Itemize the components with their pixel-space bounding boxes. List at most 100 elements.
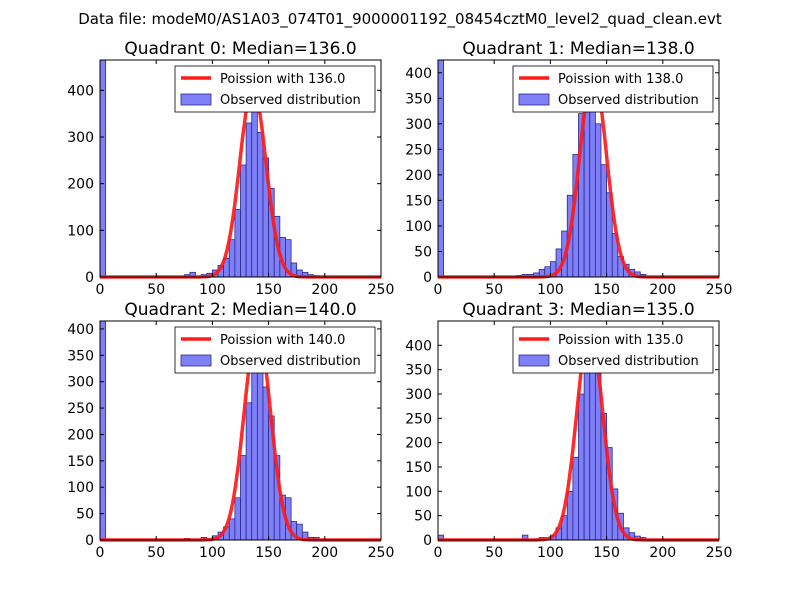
histogram-bar xyxy=(245,402,253,541)
legend-label-poisson: Poission with 136.0 xyxy=(220,72,345,87)
y-tick-label: 150 xyxy=(405,193,432,209)
histogram-bar xyxy=(228,518,236,541)
legend-bar-swatch xyxy=(180,93,212,106)
legend-label-poisson: Poission with 140.0 xyxy=(220,333,345,348)
histogram-bar xyxy=(240,164,247,278)
x-tick-label: 50 xyxy=(485,282,503,298)
y-tick-label: 400 xyxy=(67,83,94,99)
y-tick-label: 250 xyxy=(405,411,432,427)
y-tick-label: 300 xyxy=(405,117,432,133)
histogram-bar xyxy=(234,208,241,278)
histogram-bar xyxy=(251,344,258,541)
x-tick-label: 200 xyxy=(311,545,338,561)
x-tick-label: 150 xyxy=(593,282,620,298)
x-tick-label: 200 xyxy=(649,545,676,561)
histogram-bar xyxy=(572,456,579,541)
legend-bar-swatch xyxy=(518,93,550,106)
y-tick-label: 0 xyxy=(423,270,432,286)
y-tick-label: 300 xyxy=(67,375,94,391)
histogram-bar xyxy=(437,59,445,278)
axes-frame xyxy=(99,59,382,278)
x-tick-label: 0 xyxy=(434,282,443,298)
x-tick-label: 250 xyxy=(368,545,395,561)
x-tick-label: 100 xyxy=(199,545,226,561)
y-tick-label: 350 xyxy=(67,348,94,364)
y-tick-label: 300 xyxy=(67,130,94,146)
legend-label-observed: Observed distribution xyxy=(558,93,699,108)
histogram-bar xyxy=(99,59,107,278)
histogram-bar xyxy=(600,164,607,278)
y-tick-label: 250 xyxy=(405,142,432,158)
y-tick-label: 50 xyxy=(414,509,432,525)
x-tick-label: 150 xyxy=(255,545,282,561)
axes-frame xyxy=(437,59,720,278)
histogram-bar xyxy=(251,92,258,278)
y-tick-label: 350 xyxy=(405,363,432,379)
x-tick-label: 0 xyxy=(96,545,105,561)
quadrant-3-panel: Quadrant 3: Median=135.0 0 50 100 150 200 250… xyxy=(405,300,732,561)
x-tick-label: 50 xyxy=(147,282,165,298)
panel-title: Quadrant 2: Median=140.0 xyxy=(124,300,356,320)
x-tick-label: 0 xyxy=(96,282,105,298)
histogram-bar xyxy=(594,123,602,278)
x-tick-label: 100 xyxy=(537,545,564,561)
panel-title: Quadrant 0: Median=136.0 xyxy=(124,39,356,59)
x-tick-label: 200 xyxy=(311,282,338,298)
histogram-bar xyxy=(245,122,253,278)
x-tick-label: 0 xyxy=(434,545,443,561)
x-tick-label: 50 xyxy=(147,545,165,561)
y-tick-label: 200 xyxy=(405,168,432,184)
histogram-bar xyxy=(240,455,247,541)
y-tick-label: 200 xyxy=(67,427,94,443)
y-tick-label: 100 xyxy=(67,480,94,496)
y-tick-label: 300 xyxy=(405,387,432,403)
x-tick-label: 250 xyxy=(706,282,733,298)
histogram-bar xyxy=(256,131,264,278)
x-tick-label: 100 xyxy=(199,282,226,298)
y-tick-label: 100 xyxy=(67,223,94,239)
y-tick-label: 200 xyxy=(67,177,94,193)
histogram-bar xyxy=(583,344,591,541)
x-tick-label: 150 xyxy=(255,282,282,298)
legend-label-poisson: Poission with 135.0 xyxy=(558,333,683,348)
histogram-bar xyxy=(566,490,574,541)
quadrant-0-panel: Quadrant 0: Median=136.0 0 50 100 150 200 250… xyxy=(67,39,394,298)
histogram-bar xyxy=(234,497,241,541)
y-tick-label: 200 xyxy=(405,436,432,452)
y-tick-label: 350 xyxy=(405,91,432,107)
y-tick-label: 100 xyxy=(405,484,432,500)
y-tick-label: 0 xyxy=(85,533,94,549)
histogram-bar xyxy=(228,239,236,278)
legend-bar-swatch xyxy=(180,354,212,367)
legend-label-observed: Observed distribution xyxy=(220,93,361,108)
legend-label-observed: Observed distribution xyxy=(558,354,699,369)
axes-frame xyxy=(437,320,720,541)
y-tick-label: 50 xyxy=(414,244,432,260)
x-tick-label: 250 xyxy=(706,545,733,561)
x-tick-label: 150 xyxy=(593,545,620,561)
legend-bar-swatch xyxy=(518,354,550,367)
x-tick-label: 100 xyxy=(537,282,564,298)
y-tick-label: 150 xyxy=(67,454,94,470)
y-tick-label: 100 xyxy=(405,219,432,235)
histogram-bar xyxy=(99,320,107,541)
histogram-bar xyxy=(262,386,270,541)
y-tick-label: 50 xyxy=(76,507,94,523)
legend-label-poisson: Poission with 138.0 xyxy=(558,72,683,87)
y-tick-label: 150 xyxy=(405,460,432,476)
panel-title: Quadrant 1: Median=138.0 xyxy=(462,39,694,59)
y-tick-label: 0 xyxy=(423,533,432,549)
y-tick-label: 0 xyxy=(85,270,94,286)
legend-box xyxy=(512,65,714,113)
panel-title: Quadrant 3: Median=135.0 xyxy=(462,300,694,320)
quadrant-2-panel: Quadrant 2: Median=140.0 0 50 100 150 200 250… xyxy=(67,300,394,561)
x-tick-label: 200 xyxy=(649,282,676,298)
axes-frame xyxy=(99,320,382,541)
y-tick-label: 400 xyxy=(405,338,432,354)
x-tick-label: 250 xyxy=(368,282,395,298)
y-tick-label: 400 xyxy=(67,322,94,338)
x-tick-label: 50 xyxy=(485,545,503,561)
figure-suptitle: Data file: modeM0/AS1A03_074T01_90000011… xyxy=(78,10,722,29)
y-tick-label: 400 xyxy=(405,66,432,82)
